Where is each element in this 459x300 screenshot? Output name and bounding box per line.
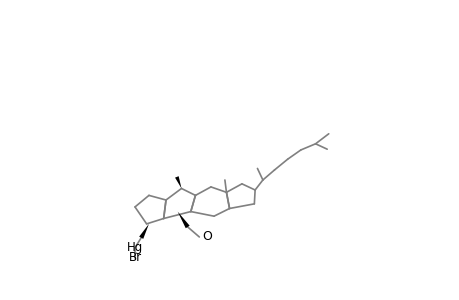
Text: O: O: [202, 230, 212, 244]
Text: Br: Br: [128, 251, 141, 264]
Polygon shape: [175, 176, 181, 188]
Polygon shape: [177, 212, 189, 228]
Polygon shape: [139, 224, 149, 239]
Text: Hg: Hg: [127, 241, 143, 254]
